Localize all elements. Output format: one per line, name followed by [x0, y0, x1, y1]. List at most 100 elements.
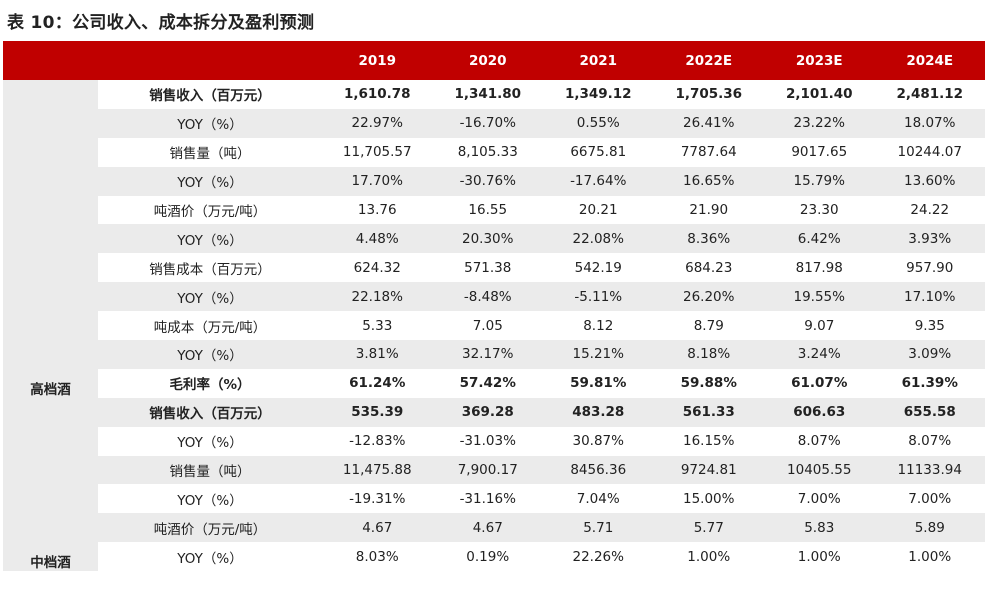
value-cell: 57.42% [459, 375, 516, 392]
value-cell: -12.83% [349, 433, 406, 450]
value-cell: 11,705.57 [342, 144, 412, 161]
value-cell: 61.39% [901, 375, 958, 392]
value-cell: 684.23 [685, 259, 733, 276]
table-row: YOY（%） -19.31% -31.16% 7.04% 15.00% 7.00% 7.00… [3, 484, 985, 513]
value-cell: 8.07% [908, 433, 952, 450]
value-cell: 8.79 [693, 317, 724, 334]
value-cell: 0.55% [543, 108, 654, 138]
value-cell: 5.71 [543, 513, 654, 543]
header-label-cell [98, 41, 322, 80]
table-row: YOY（%） 8.03% 0.19% 22.26% 1.00% 1.00% 1.00% [3, 542, 985, 571]
value-cell: 4.67 [322, 513, 433, 543]
table-body: 高档酒 销售收入（百万元） 1,610.78 1,341.80 1,349.12 1,70… [3, 80, 985, 572]
value-cell: 15.79% [764, 166, 875, 196]
value-cell: 1.00% [797, 548, 841, 565]
value-cell: 5.83 [764, 513, 875, 543]
value-cell: 59.81% [570, 375, 627, 392]
row-label: 销售收入（百万元） [149, 88, 271, 105]
value-cell: 2,481.12 [896, 86, 964, 103]
value-cell: -31.03% [459, 433, 516, 450]
value-cell: 4.67 [432, 513, 543, 543]
value-cell: -17.64% [543, 166, 654, 196]
segment-label: 高档酒 [3, 80, 98, 398]
value-cell: 1.00% [687, 548, 731, 565]
value-cell: 9724.81 [653, 455, 764, 485]
value-cell: -16.70% [432, 108, 543, 138]
value-cell: 7.04% [576, 490, 620, 507]
value-cell: 17.10% [874, 282, 985, 312]
value-cell: 20.21 [578, 202, 618, 218]
value-cell: 5.89 [874, 513, 985, 543]
value-cell: 5.77 [653, 513, 764, 543]
value-cell: 655.58 [874, 397, 985, 427]
value-cell: 15.21% [543, 340, 654, 369]
value-cell: 61.24% [349, 375, 406, 392]
value-cell: 11,475.88 [322, 455, 433, 485]
value-cell: 59.88% [680, 375, 737, 392]
table-row: 吨酒价（万元/吨） 13.76 16.55 20.21 21.90 23.30 24.22 [3, 196, 985, 225]
value-cell: 606.63 [764, 397, 875, 427]
row-label: 销售收入（百万元） [98, 397, 322, 427]
table-row: YOY（%） 3.81% 32.17% 15.21% 8.18% 3.24% 3.09% [3, 340, 985, 369]
value-cell: 21.90 [689, 202, 729, 218]
value-cell: 535.39 [322, 397, 433, 427]
value-cell: 8.36% [653, 224, 764, 254]
value-cell: 6675.81 [570, 144, 627, 161]
value-cell: 8.18% [653, 340, 764, 369]
value-cell: 7,900.17 [432, 455, 543, 485]
value-cell: 369.28 [432, 397, 543, 427]
value-cell: 571.38 [464, 259, 512, 276]
row-label: 销售成本（百万元） [149, 261, 271, 278]
value-cell: 1.00% [908, 548, 952, 565]
value-cell: 16.15% [683, 433, 735, 450]
value-cell: 7.00% [908, 490, 952, 507]
value-cell: 483.28 [543, 397, 654, 427]
value-cell: 26.20% [653, 282, 764, 312]
value-cell: 24.22 [910, 202, 950, 218]
value-cell: 957.90 [906, 259, 954, 276]
value-cell: 8,105.33 [457, 144, 518, 161]
header-row: 2019 2020 2021 2022E 2023E 2024E [3, 41, 985, 80]
value-cell: -31.16% [459, 490, 516, 507]
value-cell: 3.93% [874, 224, 985, 254]
value-cell: -30.76% [432, 166, 543, 196]
value-cell: 11133.94 [874, 455, 985, 485]
row-label: 毛利率（%） [169, 377, 251, 394]
row-label: YOY（%） [98, 282, 322, 312]
row-label: YOY（%） [177, 492, 243, 509]
value-cell: 0.19% [466, 548, 510, 565]
table-row: YOY（%） 17.70% -30.76% -17.64% 16.65% 15.79% 13… [3, 166, 985, 196]
value-cell: 16.65% [653, 166, 764, 196]
value-cell: 561.33 [653, 397, 764, 427]
row-label: YOY（%） [177, 550, 243, 567]
table-row: 高档酒 销售收入（百万元） 1,610.78 1,341.80 1,349.12 1,70… [3, 80, 985, 398]
value-cell: 7787.64 [680, 144, 737, 161]
value-cell: 9.07 [804, 317, 835, 334]
row-label: YOY（%） [98, 224, 322, 254]
value-cell: 9.35 [914, 317, 945, 334]
value-cell: 22.18% [322, 282, 433, 312]
year-header: 2023E [764, 41, 875, 80]
table-row: 吨成本（万元/吨） 5.33 7.05 8.12 8.79 9.07 9.35 [3, 311, 985, 340]
value-cell: 1,349.12 [564, 86, 632, 103]
value-cell: -5.11% [543, 282, 654, 312]
year-header: 2020 [432, 41, 543, 80]
value-cell: 8.12 [583, 317, 614, 334]
value-cell: 9017.65 [791, 144, 848, 161]
table-row: 销售量（吨） 11,475.88 7,900.17 8456.36 9724.81 104… [3, 455, 985, 485]
value-cell: 3.81% [322, 340, 433, 369]
row-label: 销售量（吨） [98, 455, 322, 485]
value-cell: 8456.36 [543, 455, 654, 485]
value-cell: 20.30% [432, 224, 543, 254]
table-row: YOY（%） 22.18% -8.48% -5.11% 26.20% 19.55% 17.1… [3, 282, 985, 312]
value-cell: 4.48% [322, 224, 433, 254]
value-cell: 17.70% [322, 166, 433, 196]
table-row: YOY（%） 4.48% 20.30% 22.08% 8.36% 6.42% 3.93% [3, 224, 985, 254]
value-cell: 10244.07 [897, 144, 962, 161]
value-cell: 624.32 [353, 259, 401, 276]
table-row: 毛利率（%） 61.24% 57.42% 59.81% 59.88% 61.07% 61.3… [3, 369, 985, 398]
value-cell: 8.07% [797, 433, 841, 450]
financial-forecast-table: 2019 2020 2021 2022E 2023E 2024E 高档酒 销售收入… [3, 41, 985, 572]
value-cell: 3.09% [874, 340, 985, 369]
value-cell: 1,705.36 [675, 86, 743, 103]
